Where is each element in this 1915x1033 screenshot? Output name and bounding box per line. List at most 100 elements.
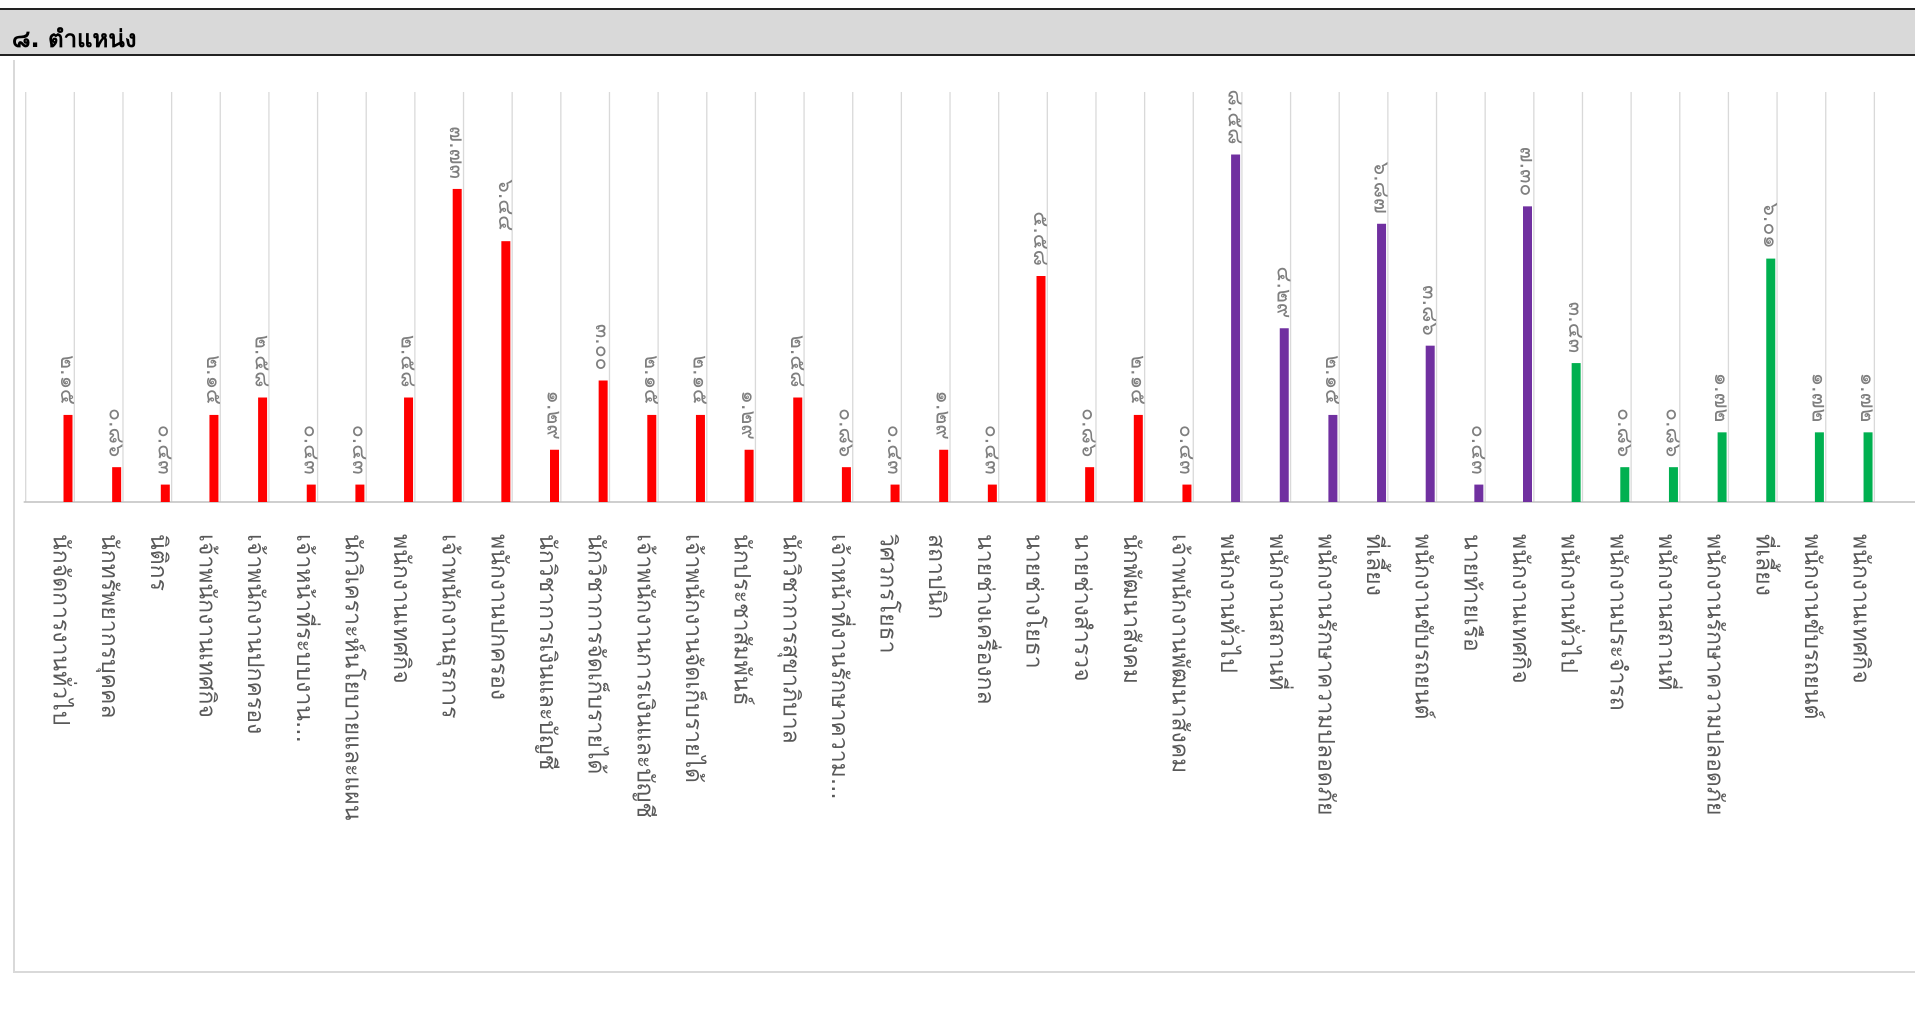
data-label: ๒.๕๘ [397,335,421,388]
data-label: ๐.๔๓ [348,425,372,475]
data-label: ๕.๕๘ [1029,211,1053,266]
bar [1863,432,1873,502]
bar [1814,432,1824,502]
category-label: เจ้าพนักงานพัฒนาสังคม [1166,534,1192,773]
bar [404,397,414,502]
data-label: ๐.๘๖ [105,408,129,457]
section-header: ๘. ตำแหน่ง [0,8,1915,56]
bar [939,449,949,502]
bar [647,414,657,502]
data-label: ๐.๘๖ [834,408,858,457]
category-label: เจ้าพนักงานปกครอง [242,534,268,734]
bar [744,449,754,502]
bar [1036,276,1046,502]
category-label: พนักงานเทศกิจ [1507,534,1533,684]
bar [209,414,219,502]
category-label: เจ้าหน้าที่งานรักษาความ... [826,534,856,800]
category-label: เจ้าพนักงานการเงินและบัญชี [631,534,657,818]
data-label: ๒.๕๘ [251,335,275,388]
data-label: ๐.๘๖ [1613,408,1637,457]
category-label: นักจัดการงานทั่วไป [48,534,78,725]
category-label: พนักงานทั่วไป [1556,534,1586,673]
bar [1717,432,1727,502]
bar [501,241,511,502]
data-label: ๗.๗๓ [445,126,469,179]
category-label: นักวิชาการเงินและบัญชี [534,534,560,770]
data-label: ๑.๗๒ [1807,373,1831,423]
category-label: นายท้ายเรือ [1458,534,1484,652]
data-label: ๒.๑๕ [1321,355,1345,405]
bar [355,484,365,502]
data-label: ๑.๒๙ [737,391,761,440]
bar [1133,414,1143,502]
data-label: ๐.๔๓ [883,425,907,475]
data-label: ๓.๐๐ [591,324,615,371]
bar [452,188,462,502]
data-label: ๖.๐๑ [1759,202,1783,248]
category-label: นักทรัพยากรบุคคล [96,534,122,718]
category-label: พนักงานเทศกิจ [388,534,414,684]
bar [550,449,559,502]
data-label: ๒.๑๕ [688,355,712,405]
data-label: ๗.๓๐ [1516,147,1540,197]
section-title: ๘. ตำแหน่ง [12,25,137,53]
bar [987,484,997,502]
bar [1231,154,1241,502]
bar [841,467,851,502]
data-label: ๒.๑๕ [56,355,80,405]
data-label: ๑.๗๒ [1710,373,1734,423]
category-label: นายช่างเครื่องกล [972,534,1002,705]
category-label: พนักงานสถานที่ [1653,534,1683,690]
category-label: เจ้าพนักงานธุรการ [437,534,463,719]
data-label: ๔.๒๙ [1272,266,1296,318]
category-label: นายช่างโยธา [1021,534,1048,669]
bar [695,414,705,502]
data-label: ๐.๘๖ [1078,408,1102,457]
category-label: ที่เลี้ยง [1750,534,1780,596]
category-label: พนักงานประจำรถ [1604,534,1630,711]
bar [1085,467,1095,502]
bar [1571,363,1581,502]
category-label: พนักงานขับรถยนต์ [1799,534,1826,719]
category-label: พนักงานปกครอง [485,534,511,700]
bar [890,484,900,502]
bar [258,397,268,502]
category-label: พนักงานรักษาความปลอดภัย [1702,534,1728,816]
data-label: ๐.๔๓ [980,425,1004,475]
category-label: พนักงานเทศกิจ [1848,534,1874,684]
data-label: ๖.๔๔ [494,179,518,231]
data-label: ๒.๑๕ [202,355,226,405]
bar [1182,484,1192,502]
category-label: สถาปนิก [923,534,949,619]
category-label: พนักงานรักษาความปลอดภัย [1312,534,1338,816]
category-label: วิศวกรโยธา [875,534,902,654]
data-label: ๑.๗๒ [1856,373,1880,423]
category-label: เจ้าพนักงานเทศกิจ [193,534,219,718]
data-label: ๖.๘๗ [1370,162,1394,214]
bar [1668,467,1678,502]
bar [793,397,803,502]
bar [1620,467,1630,502]
data-label: ๐.๔๓ [1175,425,1199,475]
bar [1425,345,1435,502]
category-label: นิติกร [145,534,171,591]
data-label: ๓.๔๓ [1564,302,1588,353]
category-label: พนักงานทั่วไป [1215,534,1245,673]
category-label: นักวิชาการจัดเก็บรายได้ [583,534,612,774]
data-label: ๐.๔๓ [299,425,323,475]
bar [1766,258,1776,502]
bar [598,380,608,502]
bar [1523,206,1532,502]
chart-frame [13,60,1915,973]
data-label: ๐.๘๖ [1661,408,1685,457]
category-label: นายช่างสำรวจ [1069,534,1095,682]
bar [112,467,122,502]
bar [1328,414,1338,502]
category-label: พนักงานขับรถยนต์ [1410,534,1437,719]
data-label: ๐.๔๓ [1467,425,1491,475]
bar [1474,484,1484,502]
bar [63,414,73,502]
data-label: ๓.๘๖ [1418,285,1442,336]
category-label: ที่เลี้ยง [1361,534,1391,596]
